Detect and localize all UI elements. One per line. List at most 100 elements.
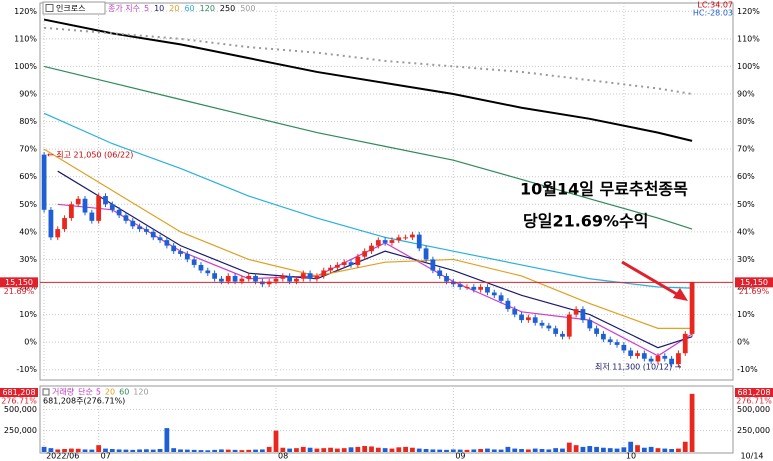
volume-bar xyxy=(607,448,613,452)
x-tick-label: 07 xyxy=(101,452,111,461)
y-tick-label-right: 120% xyxy=(737,7,760,16)
y-tick-label: 120% xyxy=(14,7,37,16)
candle-body xyxy=(676,353,681,365)
volume-last-ratio: 276.71% xyxy=(1,397,37,406)
y-tick-label: 80% xyxy=(19,117,37,126)
y-tick-label-right: 40% xyxy=(737,227,755,236)
volume-bar xyxy=(375,447,381,452)
volume-last-label: 681,208 xyxy=(2,388,35,397)
volume-bar xyxy=(648,446,654,452)
volume-bar xyxy=(198,450,204,452)
lc-label: LC:34.07 xyxy=(697,1,733,10)
stock-name: 인크로스 xyxy=(56,3,85,13)
candle-body xyxy=(655,355,661,362)
candle-body xyxy=(532,317,538,323)
volume-bar xyxy=(662,448,668,452)
candle-body xyxy=(635,353,640,356)
volume-bar xyxy=(75,448,81,452)
y-tick-label: 70% xyxy=(19,145,37,154)
price-panel xyxy=(39,2,734,381)
candle-body xyxy=(369,245,374,252)
ma-line xyxy=(43,65,693,230)
candle-body xyxy=(225,275,231,282)
candle-body xyxy=(444,275,449,282)
volume-bar xyxy=(191,449,197,452)
volume-bar xyxy=(144,449,149,452)
candle-body xyxy=(539,322,545,326)
candle-body xyxy=(362,251,368,257)
volume-bar xyxy=(321,448,327,452)
y-tick-label-right: 70% xyxy=(737,145,755,154)
volume-bar xyxy=(205,450,211,452)
volume-bar xyxy=(212,449,218,452)
last-price-label: 15,150 xyxy=(740,278,768,287)
candle-body xyxy=(525,317,531,321)
volume-bar xyxy=(96,445,102,452)
candle-body xyxy=(382,240,388,243)
volume-bar xyxy=(259,449,265,452)
volume-bar xyxy=(287,448,293,452)
volume-bar xyxy=(157,449,163,452)
volume-bar xyxy=(512,448,518,452)
volume-bar xyxy=(423,449,429,452)
volume-bar xyxy=(280,447,286,452)
candle-body xyxy=(485,287,490,293)
candle-body xyxy=(389,240,395,243)
candle-body xyxy=(594,328,599,334)
y-tick-label: 90% xyxy=(19,89,37,98)
candle-body xyxy=(464,287,470,289)
volume-bar xyxy=(437,449,443,452)
volume-box xyxy=(735,388,773,397)
volume-legend-title: 거래량 xyxy=(52,387,75,397)
legend-entry: 5 xyxy=(144,4,149,13)
marks-layer xyxy=(40,18,733,452)
candle-body xyxy=(478,287,484,290)
candle-body xyxy=(205,270,211,274)
candle-body xyxy=(212,273,218,279)
candle-body xyxy=(587,320,593,329)
price-box xyxy=(0,277,38,288)
candle-body xyxy=(580,309,586,321)
candle-body xyxy=(471,287,477,290)
volume-bar xyxy=(594,446,599,452)
volume-bar xyxy=(362,446,368,452)
x-tick-label: 08 xyxy=(278,452,288,461)
y-tick-label: 10% xyxy=(19,310,37,319)
candle-body xyxy=(239,278,245,282)
volume-bar xyxy=(491,449,497,452)
volume-bar xyxy=(682,441,688,452)
y-tick-label-right: 100% xyxy=(737,62,760,71)
candle-body xyxy=(232,275,238,282)
volume-bar xyxy=(219,449,224,452)
y-tick-label: 60% xyxy=(19,172,37,181)
volume-bar xyxy=(471,449,477,452)
volume-bar xyxy=(300,446,306,452)
y-tick-label-right: -10% xyxy=(737,365,758,374)
candle-body xyxy=(75,198,81,205)
volume-bar xyxy=(485,448,490,452)
candle-body xyxy=(273,278,279,282)
candle-body xyxy=(519,314,524,321)
volume-bar xyxy=(389,448,395,452)
volume-bar xyxy=(580,446,586,452)
candle-body xyxy=(41,154,47,210)
volume-bar xyxy=(416,448,422,452)
candle-body xyxy=(689,282,695,334)
volume-panel xyxy=(39,385,734,454)
ma-line xyxy=(43,18,693,142)
candle-body xyxy=(62,218,67,230)
volume-bar xyxy=(457,449,463,452)
volume-bar xyxy=(341,448,347,452)
volume-ma-label: 단순 xyxy=(78,387,93,397)
volume-bar xyxy=(164,428,170,452)
candle-body xyxy=(103,196,108,205)
candle-body xyxy=(348,262,354,265)
ma-line xyxy=(44,26,693,95)
volume-bar xyxy=(314,448,320,452)
y-tick-label: 0% xyxy=(24,338,37,347)
volume-bar xyxy=(614,448,620,452)
candle-body xyxy=(546,325,552,329)
volume-bar xyxy=(546,449,552,452)
candle-body xyxy=(403,237,408,239)
candle-body xyxy=(178,251,183,254)
